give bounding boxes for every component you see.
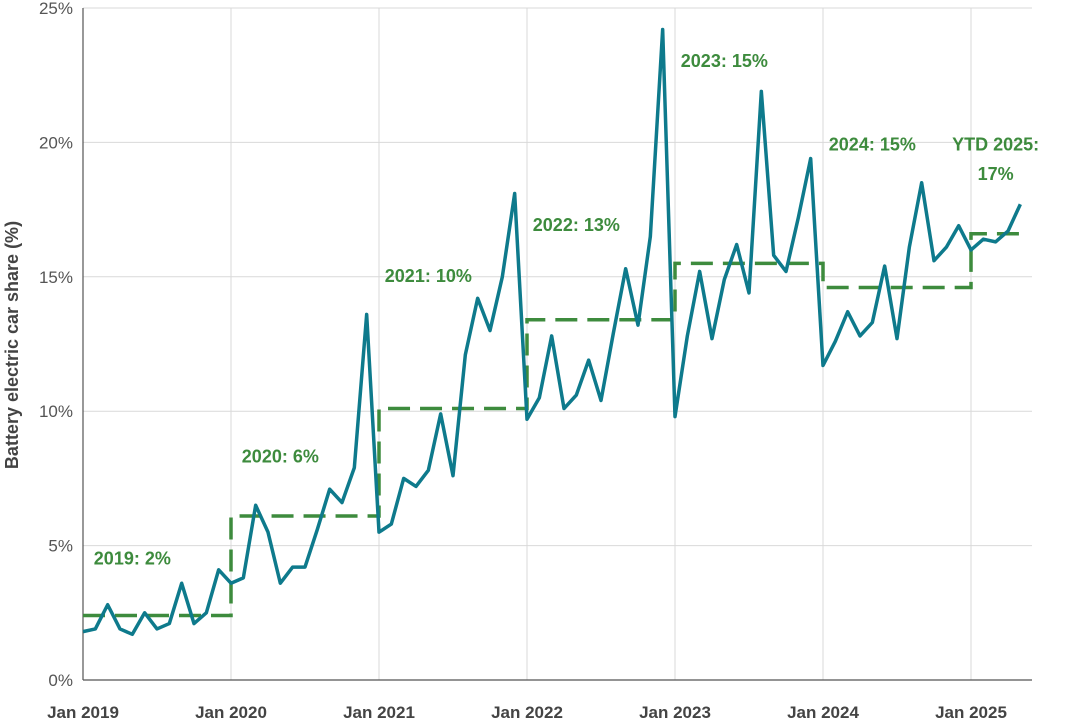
annual-average-annotation: YTD 2025:	[952, 134, 1039, 154]
y-tick-label: 5%	[48, 537, 73, 556]
x-tick-label: Jan 2020	[195, 703, 267, 722]
annual-average-annotation: 2019: 2%	[94, 548, 171, 568]
annual-average-annotation: 17%	[978, 164, 1014, 184]
x-tick-label: Jan 2023	[639, 703, 711, 722]
annual-average-step-line	[83, 232, 1021, 618]
x-tick-label: Jan 2021	[343, 703, 415, 722]
annual-average-annotation: 2020: 6%	[242, 446, 319, 466]
x-tick-label: Jan 2024	[787, 703, 859, 722]
annual-average-annotation: 2022: 13%	[533, 215, 620, 235]
annual-average-annotation: 2021: 10%	[385, 266, 472, 286]
axes	[82, 8, 1032, 681]
labels-layer: 0% 5% 10% 15% 20% 25% Jan 2019 Jan 2020 Jan 2021…	[39, 0, 1039, 722]
y-tick-label: 10%	[39, 402, 73, 421]
x-tick-label: Jan 2025	[935, 703, 1007, 722]
y-tick-label: 15%	[39, 268, 73, 287]
y-axis-label: Battery electric car share (%)	[2, 221, 22, 469]
grid-lines	[83, 7, 1032, 680]
y-tick-label: 0%	[48, 671, 73, 690]
x-tick-label: Jan 2019	[47, 703, 119, 722]
annual-average-annotation: 2023: 15%	[681, 51, 768, 71]
y-tick-label: 25%	[39, 0, 73, 18]
y-tick-label: 20%	[39, 133, 73, 152]
x-tick-label: Jan 2022	[491, 703, 563, 722]
monthly-share-line	[82, 27, 1022, 637]
annual-average-annotation: 2024: 15%	[829, 134, 916, 154]
series-layer	[82, 27, 1022, 637]
